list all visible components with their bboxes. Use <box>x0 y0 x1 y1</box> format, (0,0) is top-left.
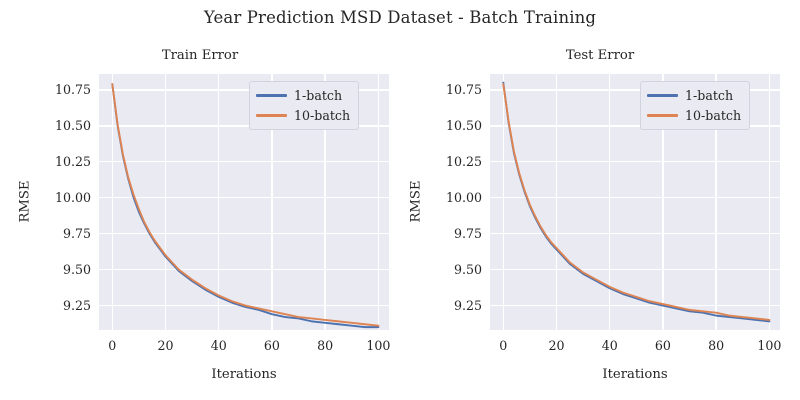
x-tick-label: 100 <box>757 338 782 353</box>
gridline-horizontal <box>99 268 389 271</box>
gridline-vertical <box>715 74 717 330</box>
gridline-horizontal <box>490 196 780 199</box>
legend-test[interactable]: 1-batch 10-batch <box>640 81 751 130</box>
gridline-vertical <box>377 74 380 330</box>
gridline-vertical <box>662 74 664 330</box>
gridline-horizontal <box>490 89 780 91</box>
x-tick-label: 40 <box>601 338 618 353</box>
x-tick-label: 60 <box>263 338 280 353</box>
y-tick-label: 10.50 <box>54 117 91 133</box>
y-tick-label: 10.75 <box>445 81 482 97</box>
legend-item-1-batch[interactable]: 1-batch <box>647 87 741 104</box>
gridline-horizontal <box>490 161 780 163</box>
gridline-vertical <box>324 74 326 330</box>
figure-suptitle: Year Prediction MSD Dataset - Batch Trai… <box>203 8 597 27</box>
subplot-title-train: Train Error <box>161 48 239 63</box>
gridline-horizontal <box>99 89 389 91</box>
gridline-horizontal <box>99 196 389 199</box>
x-tick-label: 0 <box>108 338 117 353</box>
gridline-vertical <box>218 74 220 330</box>
y-tick-label: 9.75 <box>62 225 91 241</box>
legend-item-1-batch[interactable]: 1-batch <box>256 87 350 104</box>
y-tick-label: 9.25 <box>453 297 482 313</box>
y-tick-label: 10.25 <box>445 153 482 169</box>
subplot-test-error: Test Error RMSE 9.25 9.50 9.75 10.00 10.25 10… <box>400 0 800 400</box>
gridline-horizontal <box>99 161 389 163</box>
gridline-vertical <box>502 74 505 330</box>
gridline-vertical <box>609 74 611 330</box>
gridline-horizontal <box>99 125 389 127</box>
gridline-vertical <box>164 74 167 330</box>
y-tick-label: 9.75 <box>453 225 482 241</box>
line-series-10-batch <box>502 83 771 321</box>
x-axis-label-test: Iterations <box>602 367 668 382</box>
y-tick-label: 9.50 <box>453 261 482 277</box>
gridline-horizontal <box>490 304 780 307</box>
y-tick-label: 9.25 <box>62 297 91 313</box>
y-tick-label: 10.75 <box>54 81 91 97</box>
line-series-1-batch <box>111 83 380 329</box>
legend-item-10-batch[interactable]: 10-batch <box>647 107 741 124</box>
legend-swatch-1-batch <box>256 94 287 97</box>
x-axis-label-train: Iterations <box>211 367 277 382</box>
legend-label-1-batch: 1-batch <box>685 88 734 103</box>
gridline-horizontal <box>490 232 780 235</box>
subplot-title-test: Test Error <box>565 48 635 63</box>
legend-swatch-10-batch <box>647 114 678 117</box>
legend-label-10-batch: 10-batch <box>685 108 742 123</box>
x-tick-label: 20 <box>548 338 565 353</box>
gridline-vertical <box>271 74 273 330</box>
y-tick-label: 9.50 <box>62 261 91 277</box>
subplot-train-error: Train Error RMSE 9.25 9.50 9.75 10.00 10.25 1… <box>18 48 391 382</box>
legend-swatch-1-batch <box>647 94 678 97</box>
line-series-10-batch <box>111 83 380 327</box>
y-tick-label: 10.00 <box>54 189 91 205</box>
gridline-horizontal <box>490 268 780 271</box>
curves-test <box>502 81 771 323</box>
x-tick-label: 100 <box>366 338 391 353</box>
legend-item-10-batch[interactable]: 10-batch <box>256 107 350 124</box>
x-tick-label: 0 <box>499 338 508 353</box>
x-tick-label: 80 <box>317 338 334 353</box>
legend-train[interactable]: 1-batch 10-batch <box>249 81 360 130</box>
x-tick-label: 80 <box>708 338 725 353</box>
y-tick-label: 10.25 <box>54 153 91 169</box>
y-tick-label: 10.00 <box>445 189 482 205</box>
gridline-vertical <box>111 74 114 330</box>
gridline-vertical <box>555 74 558 330</box>
x-tick-label: 20 <box>157 338 174 353</box>
gridline-horizontal <box>99 232 389 235</box>
gridline-horizontal <box>490 125 780 127</box>
legend-swatch-10-batch <box>256 114 287 117</box>
x-tick-label: 40 <box>210 338 227 353</box>
legend-label-10-batch: 10-batch <box>294 108 351 123</box>
gridline-vertical <box>768 74 771 330</box>
x-tick-label: 60 <box>654 338 671 353</box>
legend-label-1-batch: 1-batch <box>294 88 343 103</box>
y-tick-label: 10.50 <box>445 117 482 133</box>
curves-train <box>111 83 380 329</box>
